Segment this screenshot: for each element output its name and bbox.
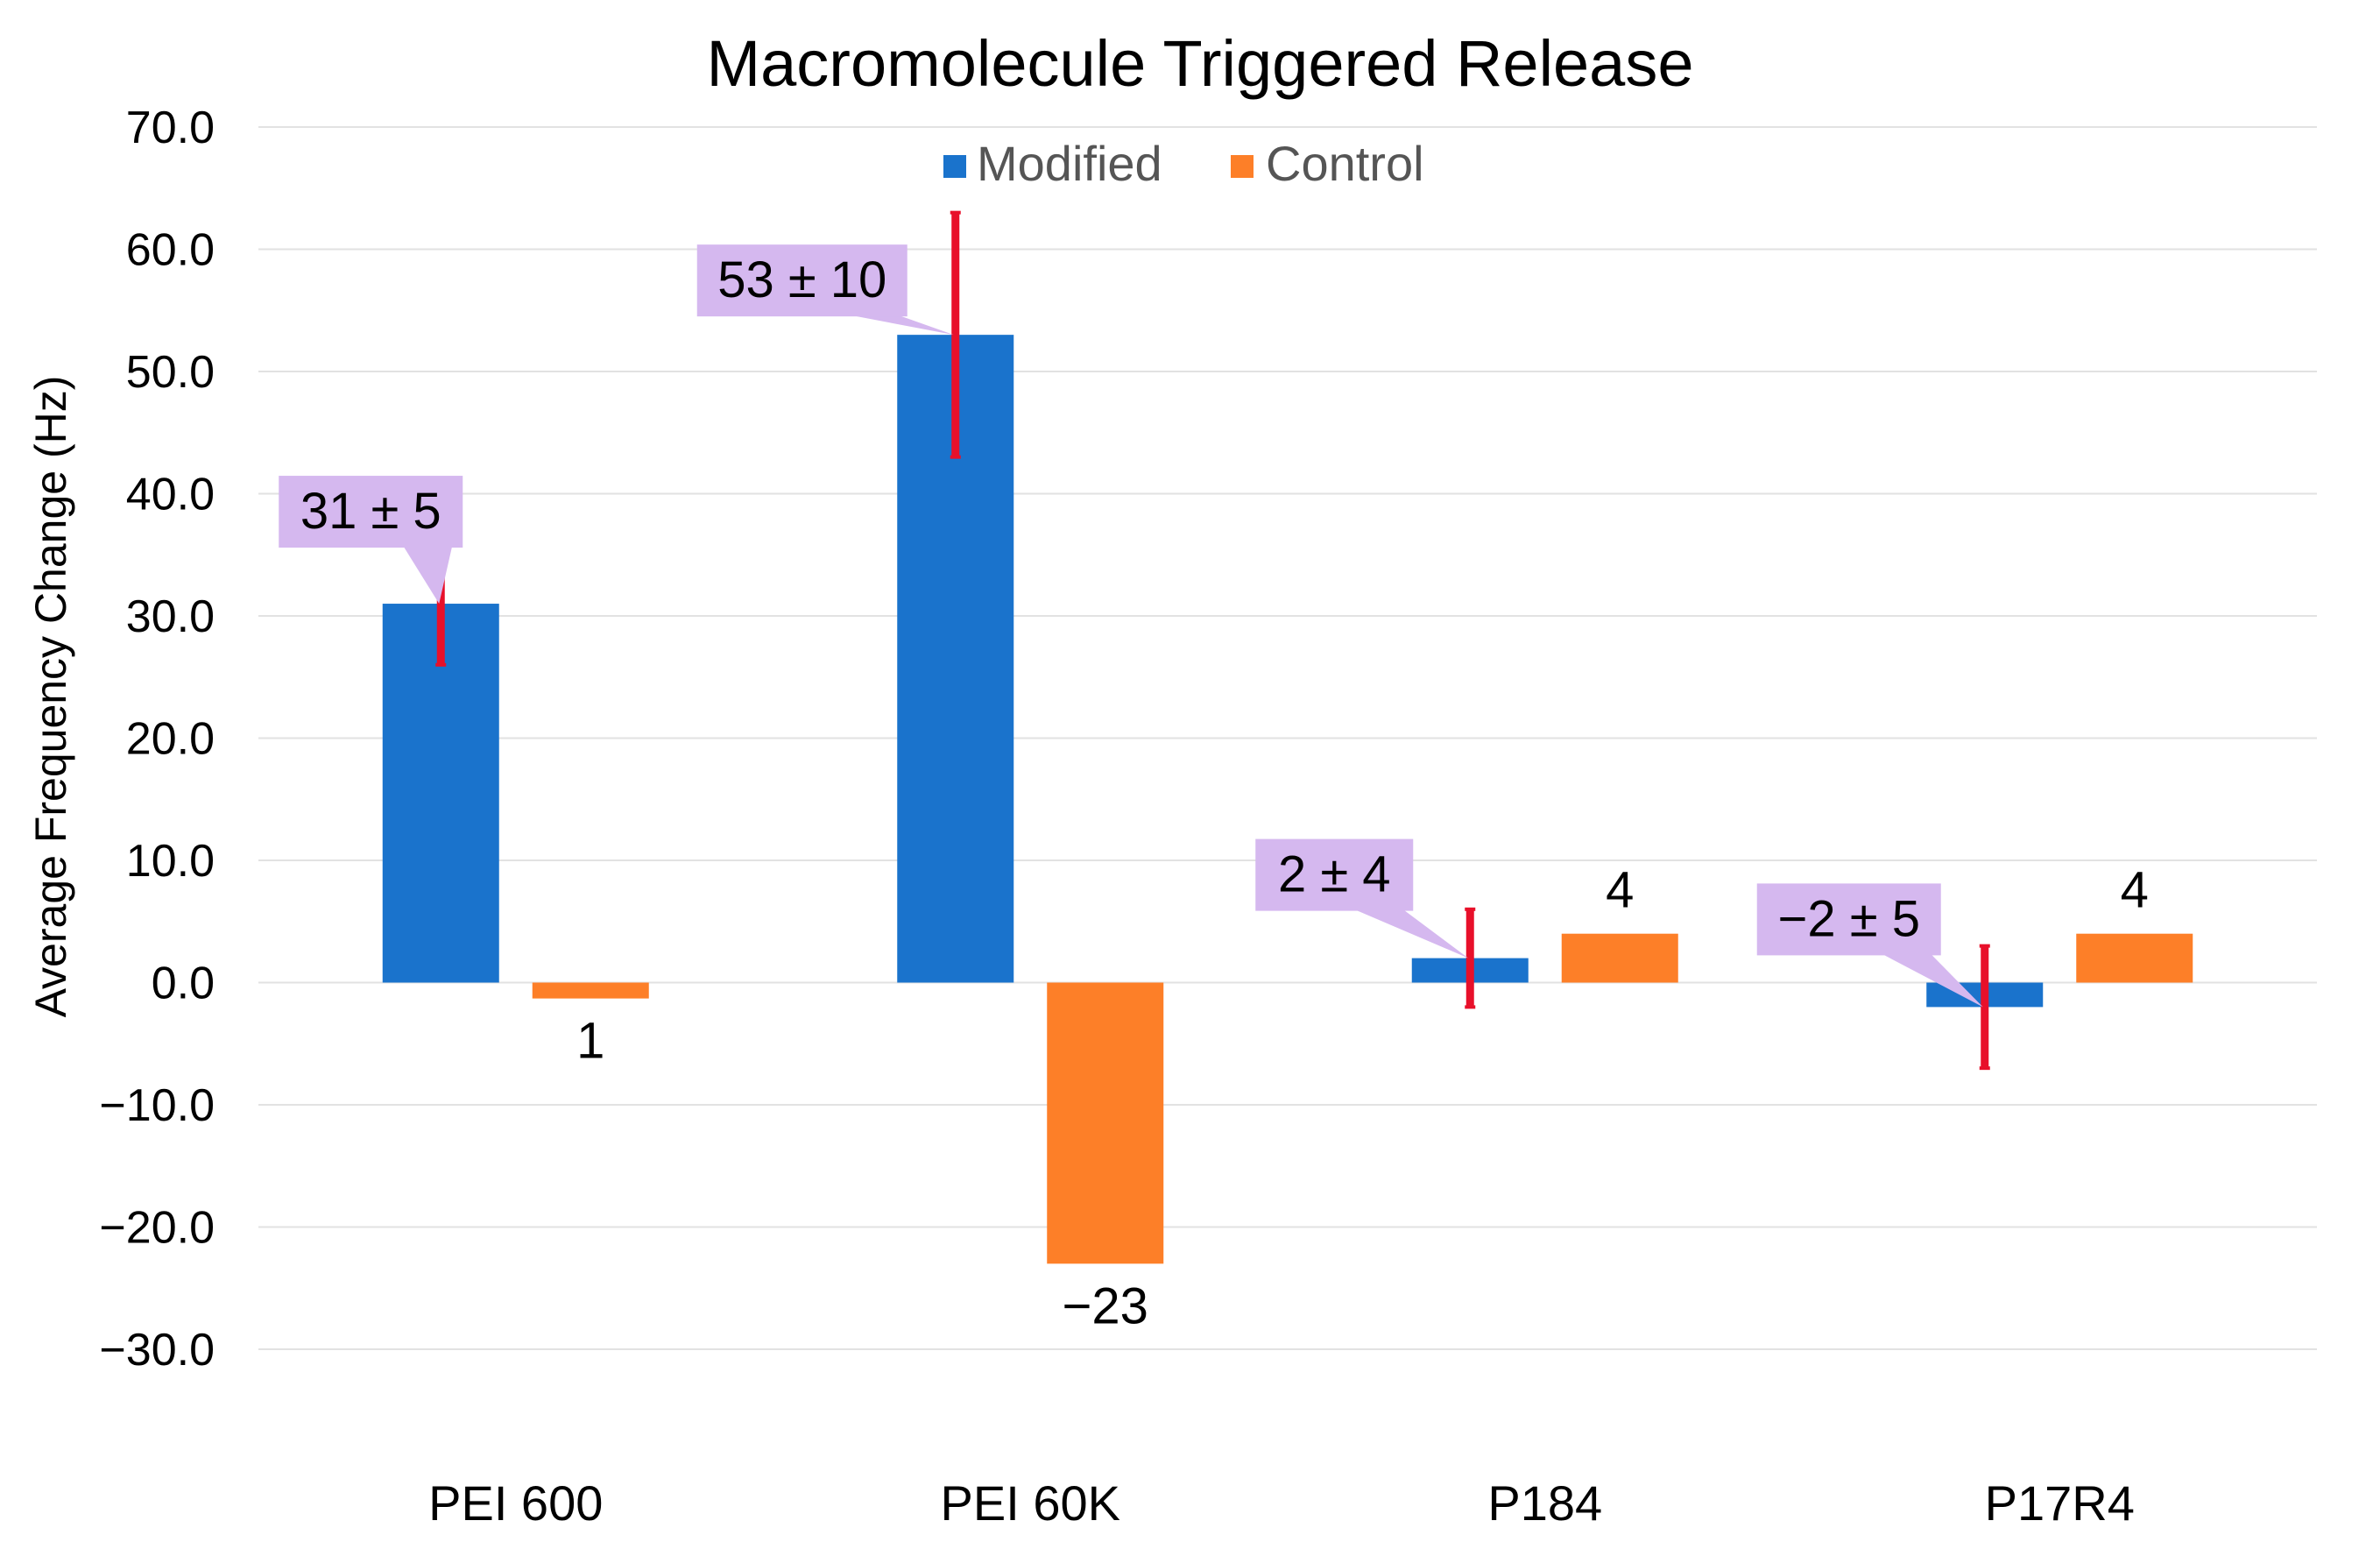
callout-pointer xyxy=(403,546,453,605)
callout-box xyxy=(1756,883,1941,956)
y-tick-label: −10.0 xyxy=(99,1080,215,1131)
bar-control xyxy=(532,982,649,999)
y-tick-label: −20.0 xyxy=(99,1203,215,1254)
bar-control xyxy=(2076,933,2193,983)
data-labels: 31 ± 5 1 53 ± 10 −23 2 ± 4 4 −2 ± 5 4 xyxy=(279,244,2149,1334)
x-tick-label: P17R4 xyxy=(1985,1475,2135,1531)
y-tick-label: 40.0 xyxy=(126,470,215,520)
x-tick-label: PEI 600 xyxy=(428,1475,603,1531)
callout-pointer xyxy=(1353,909,1469,958)
data-label-control: −23 xyxy=(1063,1277,1148,1334)
y-tick-label: 60.0 xyxy=(126,225,215,276)
error-bar xyxy=(1979,944,1990,1071)
data-label: 53 ± 10 xyxy=(717,251,886,308)
error-bar xyxy=(950,210,961,459)
callout-pointer xyxy=(847,315,954,336)
data-callout: 31 ± 5 xyxy=(279,476,463,605)
y-tick-label: 10.0 xyxy=(126,836,215,887)
y-tick-label: 0.0 xyxy=(152,958,215,1009)
data-label-control: 1 xyxy=(576,1013,604,1070)
data-callout: 2 ± 4 xyxy=(1255,838,1469,958)
y-axis-ticks: 70.0 60.0 50.0 40.0 30.0 20.0 10.0 0.0 −10.0 −20.… xyxy=(99,103,215,1376)
y-tick-label: 70.0 xyxy=(126,103,215,153)
chart-title: Macromolecule Triggered Release xyxy=(707,27,1694,100)
y-tick-label: 30.0 xyxy=(126,591,215,642)
data-label: 2 ± 4 xyxy=(1278,846,1391,903)
legend: Modified Control xyxy=(943,136,1424,191)
y-tick-label: 20.0 xyxy=(126,714,215,765)
y-tick-label: −30.0 xyxy=(99,1325,215,1376)
x-tick-label: P184 xyxy=(1487,1475,1602,1531)
callout-box xyxy=(1255,838,1414,911)
legend-swatch-modified xyxy=(943,155,966,178)
y-axis-label: Average Frequency Change (Hz) xyxy=(26,376,75,1018)
x-axis-ticks: PEI 600 PEI 60K P184 P17R4 xyxy=(428,1475,2135,1531)
legend-label-control: Control xyxy=(1266,136,1424,191)
bar-modified xyxy=(382,604,499,983)
bars xyxy=(382,335,2193,1264)
legend-label-modified: Modified xyxy=(977,136,1162,191)
data-label-control: 4 xyxy=(1606,862,1634,919)
error-bars xyxy=(435,210,1990,1071)
callout-box xyxy=(696,244,908,317)
gridlines xyxy=(258,126,2317,1350)
bar-control xyxy=(1047,982,1164,1264)
callout-pointer xyxy=(1881,953,1983,1008)
data-label-control: 4 xyxy=(2121,862,2149,919)
data-callout: 53 ± 10 xyxy=(696,244,954,336)
data-callout: −2 ± 5 xyxy=(1756,883,1983,1008)
x-tick-label: PEI 60K xyxy=(941,1475,1120,1531)
data-label: 31 ± 5 xyxy=(300,483,441,540)
data-label: −2 ± 5 xyxy=(1778,890,1920,947)
error-bar xyxy=(1465,907,1476,1009)
bar-control xyxy=(1561,933,1678,983)
callout-box xyxy=(279,476,463,548)
legend-swatch-control xyxy=(1231,155,1254,178)
y-tick-label: 50.0 xyxy=(126,347,215,398)
